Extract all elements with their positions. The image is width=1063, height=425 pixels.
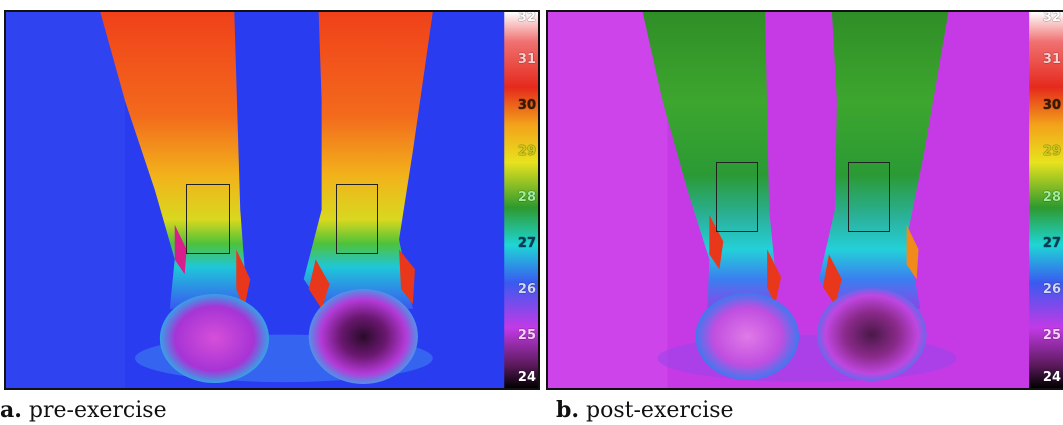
caption-text: pre-exercise xyxy=(21,398,167,423)
scale-tick: 32 xyxy=(1042,10,1061,25)
temperature-scale-pre: 32 31 30 29 28 27 26 25 24 xyxy=(504,12,538,388)
scale-tick: 24 xyxy=(517,370,536,385)
scale-tick: 24 xyxy=(1042,370,1061,385)
scale-tick: 27 xyxy=(1042,236,1061,251)
caption-text: post-exercise xyxy=(579,398,734,423)
scale-tick: 27 xyxy=(517,236,536,251)
scale-tick: 30 xyxy=(1042,98,1061,113)
region-of-interest-right xyxy=(848,162,890,232)
region-of-interest-right xyxy=(336,184,378,254)
scale-tick: 28 xyxy=(517,190,536,205)
scale-tick: 25 xyxy=(517,328,536,343)
thermal-map-post xyxy=(548,12,1063,388)
thermal-map-pre xyxy=(6,12,538,388)
scale-tick: 25 xyxy=(1042,328,1061,343)
thermal-image-pre-exercise: 32 31 30 29 28 27 26 25 24 xyxy=(4,10,540,390)
scale-tick: 32 xyxy=(517,10,536,25)
caption-letter: a. xyxy=(0,397,22,423)
caption-pre-exercise: a. pre-exercise xyxy=(0,397,167,423)
temperature-scale-post: 32 31 30 29 28 27 26 25 24 xyxy=(1029,12,1063,388)
scale-tick: 31 xyxy=(517,52,536,67)
scale-tick: 29 xyxy=(517,144,536,159)
scale-tick: 28 xyxy=(1042,190,1061,205)
scale-tick: 26 xyxy=(1042,282,1061,297)
scale-tick: 29 xyxy=(1042,144,1061,159)
caption-letter: b. xyxy=(556,397,580,423)
scale-tick: 30 xyxy=(517,98,536,113)
region-of-interest-left xyxy=(186,184,230,254)
region-of-interest-left xyxy=(716,162,758,232)
caption-post-exercise: b. post-exercise xyxy=(556,397,734,423)
scale-tick: 26 xyxy=(517,282,536,297)
scale-tick: 31 xyxy=(1042,52,1061,67)
thermal-image-post-exercise: 32 31 30 29 28 27 26 25 24 xyxy=(546,10,1063,390)
